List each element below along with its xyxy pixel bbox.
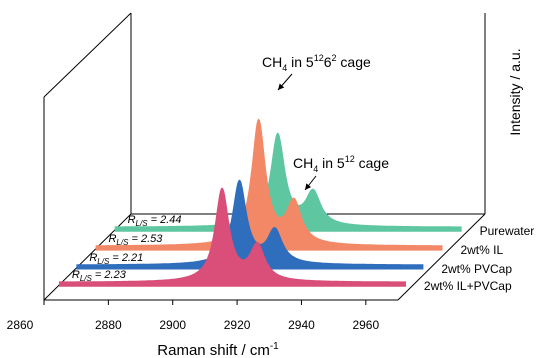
spectrum-0 [59,187,406,287]
x-tick-label: 2860 [7,318,34,332]
ratio-label-1: RL/S = 2.21 [89,252,143,266]
labels-group: RL/S = 2.44 Purewater RL/S = 2.53 2wt% IL RL… [72,53,534,293]
annotation-small-cage: CH4 in 512 cage [293,154,389,174]
series-label-2: 2wt% IL [460,243,503,257]
ratio-label-3: RL/S = 2.44 [128,214,182,228]
chart-frame: 2860 2880 2900 2920 2940 2960 Raman shift / cm… [7,12,523,358]
left-wall-top-edge [43,12,132,98]
x-tick-label: 2940 [288,318,315,332]
series-label-3: Purewater [480,224,535,238]
x-tick-label: 2920 [224,318,251,332]
spectrum-1 [76,179,424,270]
ratio-label-2: RL/S = 2.53 [108,233,163,247]
x-axis-label: Raman shift / cm-1 [157,341,279,358]
arrow-small-cage-head [305,183,312,190]
annotation-large-cage: CH4 in 51262 cage [262,53,371,73]
arrow-large-cage-head [278,83,285,90]
x-tick-label: 2960 [352,318,379,332]
x-tick-label: 2900 [159,318,186,332]
spectrum-2 [95,118,443,251]
ratio-label-0: RL/S = 2.23 [72,269,127,283]
x-tick-label: 2880 [95,318,122,332]
depth-axis-line [397,213,486,301]
y-axis-label: Intensity / a.u. [507,48,523,135]
series-label-0: 2wt% IL+PVCap [424,279,512,293]
spectra-group [59,118,462,287]
series-label-1: 2wt% PVCap [441,262,512,276]
